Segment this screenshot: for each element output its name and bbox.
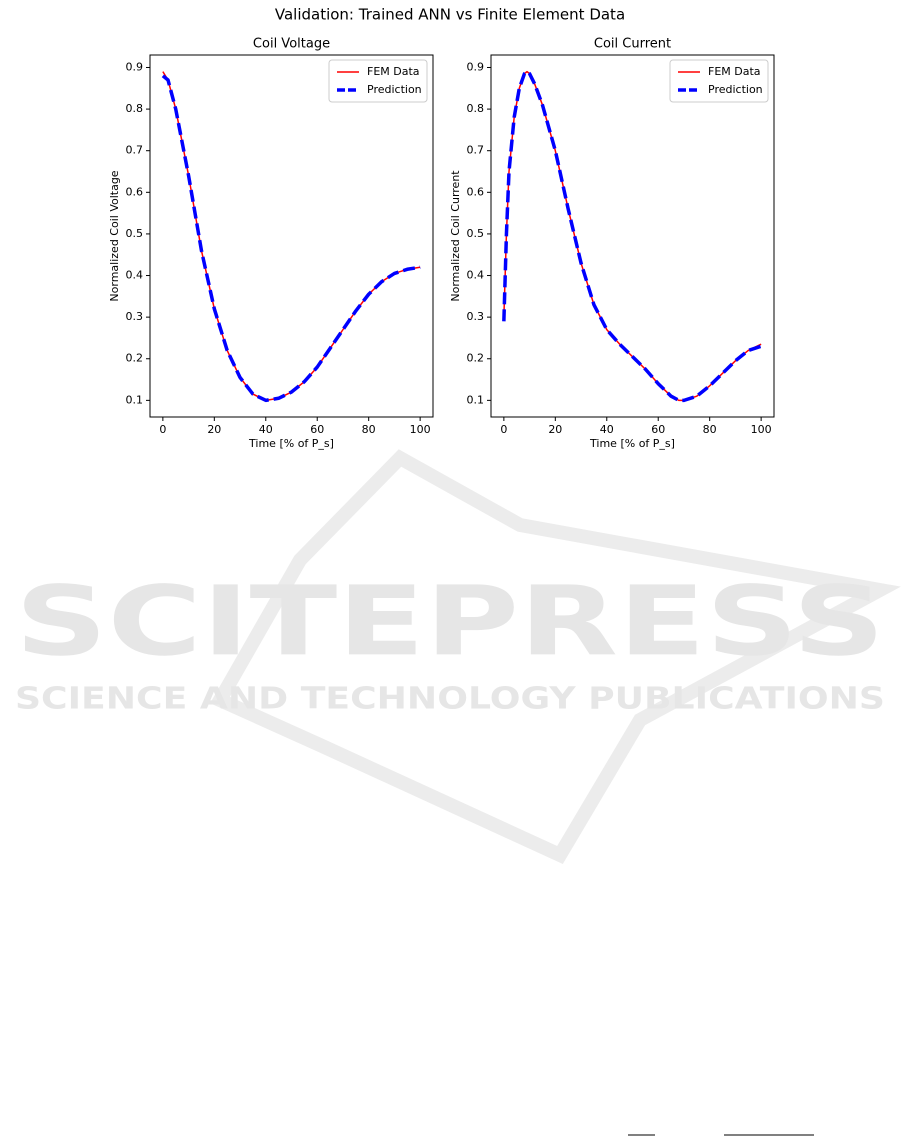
y-tick-label: 0.7	[467, 144, 485, 157]
x-tick-label: 0	[159, 423, 166, 436]
legend-label: Prediction	[708, 83, 763, 96]
series-line	[503, 70, 762, 402]
y-tick-label: 0.3	[467, 310, 485, 323]
y-tick-label: 0.8	[467, 102, 485, 115]
y-tick-label: 0.6	[126, 185, 144, 198]
watermark-tagline: SCIENCE AND TECHNOLOGY PUBLICATIONS	[15, 682, 885, 717]
y-tick-label: 0.4	[126, 269, 144, 282]
x-axis-label: Time [% of P_s]	[589, 437, 675, 450]
legend-label: FEM Data	[708, 65, 761, 78]
y-tick-label: 0.7	[126, 144, 144, 157]
axes-frame	[490, 54, 775, 418]
y-tick-label: 0.2	[467, 352, 485, 365]
x-tick-label: 40	[600, 423, 614, 436]
x-tick-label: 20	[548, 423, 562, 436]
y-axis-label: Normalized Coil Voltage	[108, 170, 121, 301]
series-line	[161, 74, 421, 403]
x-tick-label: 0	[500, 423, 507, 436]
watermark: SCITEPRESS SCIENCE AND TECHNOLOGY PUBLIC…	[15, 449, 901, 864]
y-tick-label: 0.1	[126, 393, 144, 406]
y-tick-label: 0.2	[126, 352, 144, 365]
watermark-book	[210, 449, 901, 864]
x-tick-label: 20	[207, 423, 221, 436]
y-tick-label: 0.5	[467, 227, 485, 240]
x-tick-label: 100	[410, 423, 431, 436]
plots: Coil Voltage Time [% of P_s] Normalized Co…	[108, 37, 775, 450]
series-line	[502, 69, 762, 403]
y-tick-label: 0.5	[126, 227, 144, 240]
y-tick-label: 0.1	[467, 393, 485, 406]
legend-label: Prediction	[367, 83, 422, 96]
x-tick-label: 40	[259, 423, 273, 436]
x-tick-label: 80	[362, 423, 376, 436]
y-tick-label: 0.6	[467, 185, 485, 198]
x-tick-label: 100	[751, 423, 772, 436]
y-tick-label: 0.4	[467, 269, 485, 282]
x-axis-label: Time [% of P_s]	[248, 437, 334, 450]
x-tick-label: 80	[703, 423, 717, 436]
x-tick-label: 60	[310, 423, 324, 436]
figure-title: Validation: Trained ANN vs Finite Elemen…	[275, 6, 625, 24]
series-line	[162, 71, 421, 402]
axes-frame	[149, 54, 434, 418]
y-tick-label: 0.9	[126, 60, 144, 73]
plot-title: Coil Voltage	[253, 37, 330, 52]
watermark-name: SCITEPRESS	[15, 565, 885, 677]
legend-label: FEM Data	[367, 65, 420, 78]
y-axis-label: Normalized Coil Current	[449, 170, 462, 302]
y-tick-label: 0.3	[126, 310, 144, 323]
y-tick-label: 0.8	[126, 102, 144, 115]
y-tick-label: 0.9	[467, 60, 485, 73]
plot-title: Coil Current	[594, 37, 671, 52]
x-tick-label: 60	[651, 423, 665, 436]
